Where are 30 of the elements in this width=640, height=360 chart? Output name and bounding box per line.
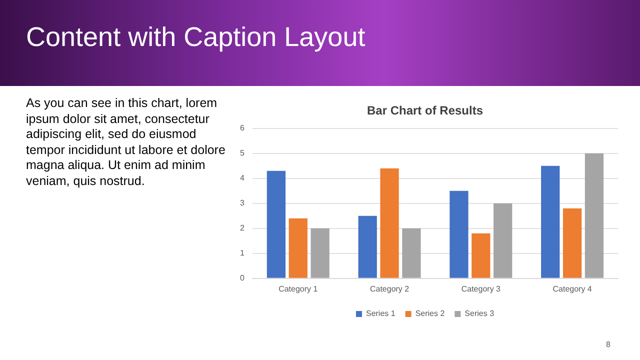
bar bbox=[380, 168, 399, 278]
legend-label: Series 2 bbox=[415, 309, 446, 318]
bar bbox=[266, 170, 286, 278]
bar bbox=[472, 233, 490, 278]
y-tick-label: 0 bbox=[240, 274, 245, 283]
y-tick-label: 2 bbox=[240, 224, 245, 233]
y-tick-label: 6 bbox=[240, 124, 245, 133]
bar bbox=[310, 228, 330, 278]
legend-label: Series 3 bbox=[464, 309, 495, 318]
y-tick-label: 1 bbox=[240, 248, 245, 258]
legend-label: Series 1 bbox=[366, 309, 396, 318]
bar bbox=[494, 203, 512, 278]
bar bbox=[584, 153, 604, 278]
bar bbox=[402, 228, 421, 278]
bar bbox=[541, 166, 560, 278]
text: 8 bbox=[606, 340, 610, 349]
x-tick-label: Category 1 bbox=[278, 284, 318, 294]
x-tick-label: Category 4 bbox=[552, 284, 592, 294]
bar bbox=[358, 216, 377, 278]
x-tick-label: Category 3 bbox=[461, 284, 502, 294]
y-tick-label: 5 bbox=[240, 148, 245, 158]
y-tick-label: 3 bbox=[240, 198, 245, 208]
y-tick-label: 4 bbox=[240, 174, 245, 183]
chart-title: Bar Chart of Results bbox=[366, 104, 484, 118]
text: Content with Caption Layout bbox=[26, 22, 366, 53]
bar bbox=[450, 190, 468, 278]
x-tick-label: Category 2 bbox=[370, 284, 410, 294]
text: As you can see in this chart, lorem ipsum dolor sit amet, consectetur adipiscing elit, sed do eiusmod tempor incididunt ut labore et dolore magna aliqua. Ut enim ad minim veniam, quis nostrud. bbox=[26, 96, 226, 189]
bar bbox=[562, 208, 582, 278]
bar bbox=[288, 218, 308, 278]
